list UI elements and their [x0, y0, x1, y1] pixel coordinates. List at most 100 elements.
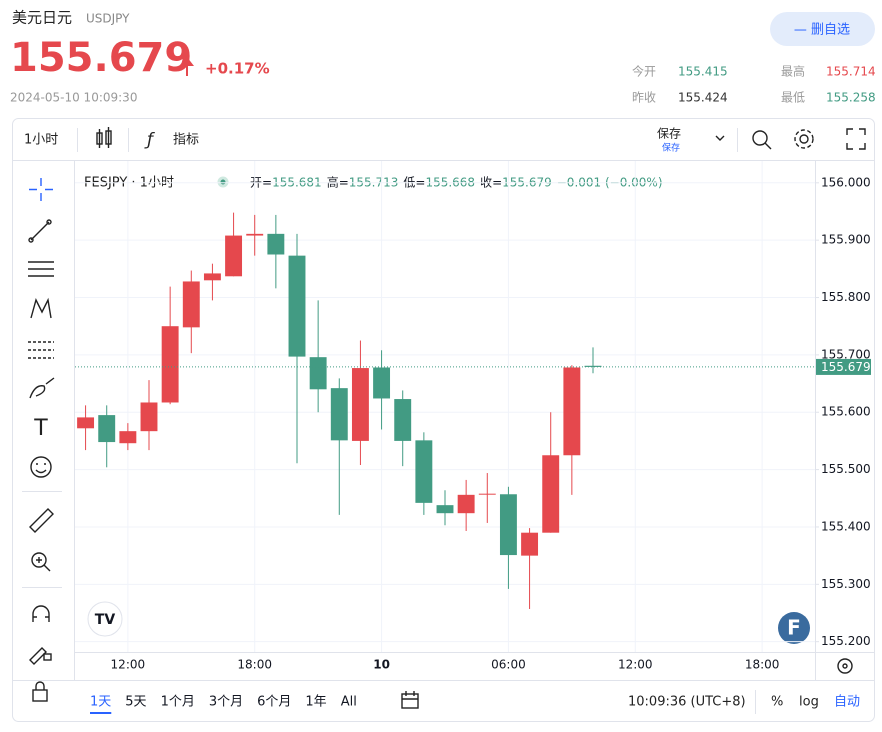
candle-body	[394, 399, 412, 441]
candle-body	[415, 440, 433, 503]
range-button[interactable]: 1年	[305, 695, 326, 710]
y-tick-label: 155.500	[821, 462, 871, 476]
prediction-tool[interactable]	[28, 341, 54, 359]
stat-label: 最低	[781, 91, 805, 105]
lock-tool[interactable]	[32, 681, 48, 702]
fib-tool[interactable]	[28, 261, 54, 277]
stat-label: 今开	[632, 64, 656, 79]
auto-button[interactable]: 自动	[834, 695, 860, 710]
stat-value: 155.258	[826, 91, 876, 105]
range-button[interactable]: 3个月	[209, 695, 243, 710]
x-tick-label: 18:00	[237, 658, 272, 672]
x-tick-label: 12:00	[111, 658, 146, 672]
crosshair-tool[interactable]	[29, 178, 53, 201]
svg-text:F: F	[787, 616, 801, 640]
trendline-tool[interactable]	[28, 219, 52, 243]
stat-value: 155.415	[678, 65, 728, 79]
percent-button[interactable]: %	[771, 695, 783, 710]
save-status: 保存	[662, 142, 680, 154]
y-tick-label: 156.000	[821, 175, 871, 189]
y-tick-label: 155.300	[821, 577, 871, 591]
emoji-tool[interactable]	[30, 456, 52, 478]
candle-body	[140, 402, 158, 432]
range-button[interactable]: 1天	[90, 695, 111, 710]
candle-body	[98, 415, 116, 443]
candle-body	[288, 255, 306, 357]
range-button[interactable]: 1个月	[161, 695, 195, 710]
candle-body	[309, 357, 327, 390]
status-dot	[217, 176, 229, 188]
candle-body	[521, 532, 539, 556]
stat-label: 最高	[781, 64, 805, 79]
candle-body	[584, 365, 602, 367]
x-tick-label: 06:00	[491, 658, 526, 672]
candle-body	[182, 281, 200, 328]
candle-body	[225, 235, 243, 277]
legend-key: 高=	[327, 175, 349, 190]
legend: 开= 155.681 高= 155.713 低= 155.668 收= 155.679 −0.0…	[250, 175, 663, 190]
stat-label: 昨收	[632, 91, 656, 105]
pattern-tool[interactable]	[30, 297, 52, 319]
candle-body	[478, 493, 496, 495]
y-tick-label: 155.200	[821, 634, 871, 648]
brush-tool[interactable]	[29, 377, 55, 399]
settings-button[interactable]	[794, 129, 814, 149]
log-button[interactable]: log	[799, 695, 819, 710]
indicators-button[interactable]: 指标	[173, 133, 199, 148]
fx-icon[interactable]: ƒ	[144, 130, 155, 150]
save-button[interactable]: 保存	[657, 127, 681, 141]
zoom-tool[interactable]	[31, 552, 51, 572]
alert-button[interactable]	[752, 130, 772, 150]
candle-body	[457, 494, 475, 514]
candle-body	[77, 417, 95, 429]
change: +0.17%	[205, 60, 270, 78]
text-tool[interactable]: T	[33, 416, 48, 441]
x-tick-label: 12:00	[618, 658, 653, 672]
range-button[interactable]: All	[341, 695, 357, 710]
candle-body	[373, 367, 391, 399]
candle-body	[351, 368, 369, 441]
fullscreen-button[interactable]	[846, 128, 866, 150]
candle-body	[563, 367, 581, 456]
interval-button[interactable]: 1小时	[24, 133, 58, 148]
chart-type-button[interactable]	[96, 127, 112, 148]
stat-value: 155.424	[678, 91, 728, 105]
clock: 10:09:36 (UTC+8)	[628, 695, 746, 710]
f-badge[interactable]: F	[778, 612, 810, 644]
range-button[interactable]: 5天	[125, 695, 146, 710]
last-price-box	[816, 358, 871, 375]
magnet-tool[interactable]	[32, 605, 50, 622]
y-tick-label: 155.400	[821, 519, 871, 533]
date-range-button[interactable]	[401, 691, 419, 709]
candle-body	[499, 494, 517, 556]
candle-body	[542, 455, 560, 533]
y-tick-label: 155.700	[821, 347, 871, 361]
y-tick-label: 155.600	[821, 405, 871, 419]
x-tick-label: 18:00	[745, 658, 780, 672]
candle-body	[119, 431, 137, 444]
candle-body	[203, 273, 221, 281]
axis-settings[interactable]	[837, 658, 853, 674]
candle-body	[161, 326, 179, 403]
candle-body	[436, 505, 454, 514]
tv-logo: TV	[87, 601, 123, 637]
watchlist-button-label[interactable]: — 删自选	[794, 23, 850, 38]
save-dropdown[interactable]	[715, 135, 725, 141]
ruler-tool[interactable]	[29, 508, 54, 533]
candle-body	[267, 233, 285, 255]
range-button[interactable]: 6个月	[257, 695, 291, 710]
y-tick-label: 155.800	[821, 290, 871, 304]
lock-draw-tool[interactable]	[29, 647, 52, 665]
last-price-label: 155.679	[821, 360, 871, 374]
candle-body	[330, 388, 348, 441]
svg-text:TV: TV	[95, 612, 116, 628]
stat-value: 155.714	[826, 65, 876, 79]
candle-body	[246, 233, 264, 236]
asset-symbol: USDJPY	[86, 12, 130, 26]
y-tick-label: 155.900	[821, 233, 871, 247]
watchlist-button[interactable]	[770, 12, 875, 46]
asset-name: 美元日元	[12, 9, 72, 27]
range-buttons: 1天 5天 1个月 3个月 6个月 1年 All	[90, 695, 357, 714]
